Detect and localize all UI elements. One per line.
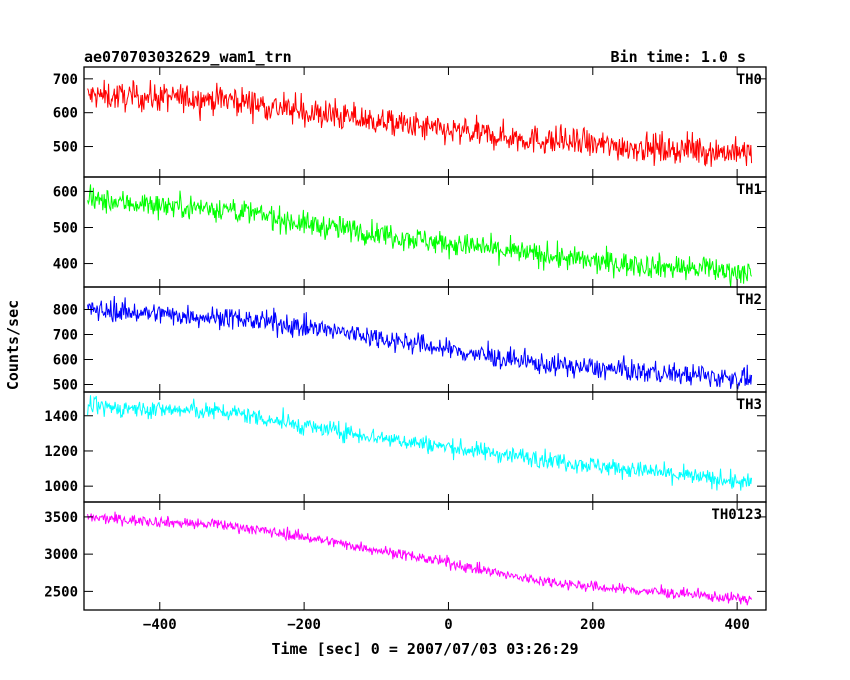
panel-label: TH2: [737, 292, 762, 308]
panel-th3: 1000 1200 1400 TH3: [44, 391, 767, 503]
panel-th1: 400 500 600 TH1: [53, 176, 767, 288]
x-tick-label: 0: [444, 617, 452, 633]
panel-th2: 500 600 700 800 TH2: [53, 286, 767, 394]
panel-th0123: 2500 3000 3500 TH0123 −400 −200 0 200 400: [44, 501, 767, 633]
y-tick-label: 3000: [44, 547, 78, 563]
y-tick-label: 800: [53, 303, 78, 319]
y-tick-label: 2500: [44, 584, 78, 600]
y-tick-label: 400: [53, 257, 78, 273]
panel-label: TH0123: [711, 507, 762, 523]
x-axis-label: Time [sec] 0 = 2007/07/03 03:26:29: [271, 640, 578, 658]
y-tick-label: 3500: [44, 510, 78, 526]
x-tick-label: −400: [143, 617, 177, 633]
y-tick-label: 600: [53, 353, 78, 369]
panel-frame: [83, 501, 767, 611]
panel-frame: [83, 66, 767, 178]
bin-time-label: Bin time: 1.0 s: [611, 48, 746, 66]
x-tick-label: 200: [580, 617, 605, 633]
y-tick-label: 500: [53, 220, 78, 236]
panel-frame: [83, 286, 767, 393]
y-axis-label: Counts/sec: [4, 300, 22, 390]
series-line-th0123: [87, 511, 753, 606]
y-tick-label: 700: [53, 328, 78, 344]
y-tick-label: 500: [53, 140, 78, 156]
y-tick-label: 1200: [44, 444, 78, 460]
y-tick-label: 700: [53, 72, 78, 88]
series-line-th3: [87, 395, 753, 491]
y-tick-label: 600: [53, 106, 78, 122]
y-tick-label: 1000: [44, 479, 78, 495]
series-line-th1: [87, 184, 752, 287]
x-tick-label: 400: [724, 617, 749, 633]
panel-label: TH0: [737, 72, 762, 88]
panel-label: TH3: [737, 397, 762, 413]
panels-group: 500 600 700 TH0 400 500 600 TH1 500 600 700 800 TH2 1…: [44, 66, 767, 633]
x-tick-label: −200: [287, 617, 321, 633]
y-tick-label: 500: [53, 378, 78, 394]
panel-label: TH1: [737, 182, 762, 198]
plot-title: ae070703032629_wam1_trn: [84, 48, 292, 66]
y-tick-label: 600: [53, 184, 78, 200]
y-tick-label: 1400: [44, 409, 78, 425]
series-line-th2: [87, 296, 753, 390]
panel-th0: 500 600 700 TH0: [53, 66, 767, 178]
series-line-th0: [87, 79, 753, 167]
